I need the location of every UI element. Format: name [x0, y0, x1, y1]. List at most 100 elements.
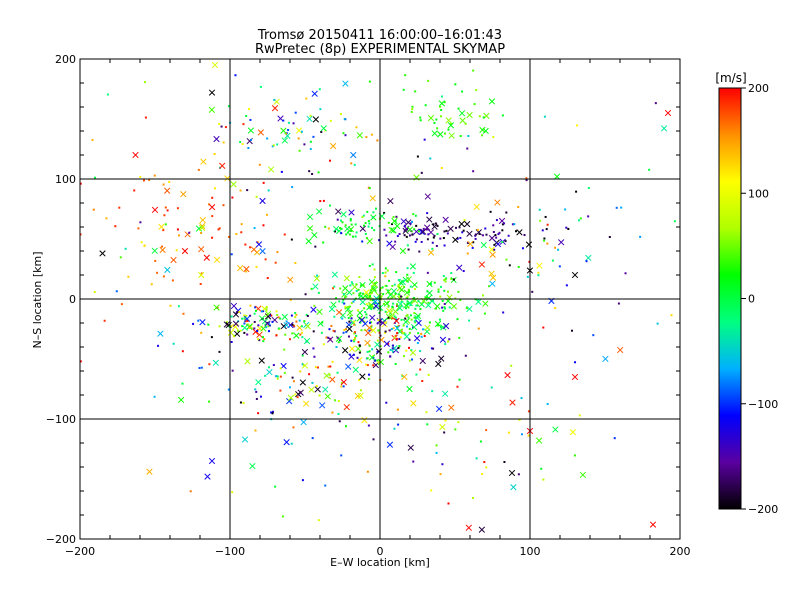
- data-point: [142, 179, 145, 182]
- data-point: [306, 314, 309, 317]
- data-point: [79, 360, 82, 363]
- data-point: [443, 306, 446, 309]
- data-point: [222, 204, 225, 207]
- data-point: [440, 326, 443, 329]
- data-point: [392, 302, 395, 305]
- data-point-cross: [458, 220, 465, 228]
- data-point: [351, 235, 354, 238]
- data-point: [425, 296, 428, 299]
- data-point-cross: [406, 226, 414, 233]
- data-point: [365, 316, 368, 319]
- data-point: [358, 351, 361, 354]
- data-point-cross: [199, 222, 206, 230]
- data-point: [419, 119, 422, 122]
- data-point: [368, 329, 371, 332]
- data-point-cross: [435, 360, 442, 368]
- data-point: [384, 330, 387, 333]
- data-point: [472, 497, 475, 500]
- data-point-cross: [579, 471, 587, 479]
- data-point: [348, 305, 351, 308]
- data-point: [353, 340, 356, 343]
- data-point: [463, 219, 466, 222]
- data-point-cross: [230, 302, 238, 310]
- data-point-cross: [208, 203, 216, 211]
- data-point: [381, 286, 384, 289]
- data-point: [284, 333, 287, 336]
- data-point: [413, 316, 416, 319]
- data-point: [340, 381, 343, 384]
- data-point-cross: [465, 524, 472, 531]
- data-point-cross: [452, 236, 459, 243]
- data-point: [244, 318, 247, 321]
- data-point-cross: [374, 341, 381, 348]
- data-point: [352, 300, 355, 303]
- data-point: [639, 235, 642, 238]
- data-point: [368, 350, 371, 353]
- data-point: [528, 260, 531, 263]
- data-point: [431, 241, 434, 244]
- data-point: [182, 312, 185, 315]
- data-point: [197, 168, 200, 171]
- data-point: [300, 130, 303, 133]
- data-point-cross: [411, 281, 418, 289]
- data-point-cross: [151, 247, 158, 254]
- data-point: [567, 227, 570, 230]
- data-point-cross: [247, 127, 255, 134]
- data-point: [240, 223, 243, 226]
- data-point: [376, 139, 379, 142]
- data-point-cross: [266, 368, 273, 376]
- data-point: [575, 190, 578, 193]
- data-point: [300, 325, 303, 328]
- data-point: [266, 277, 269, 280]
- data-point: [406, 295, 409, 298]
- data-point: [439, 285, 442, 288]
- data-point: [338, 420, 341, 423]
- data-point-cross: [357, 392, 364, 399]
- data-point: [485, 466, 488, 469]
- data-point: [441, 299, 444, 302]
- data-point: [348, 320, 351, 323]
- data-point: [301, 363, 304, 366]
- data-point-cross: [305, 238, 312, 245]
- data-point-cross: [146, 468, 153, 475]
- data-point: [459, 299, 462, 302]
- data-point-cross: [339, 312, 347, 319]
- data-point: [254, 306, 257, 309]
- data-point: [273, 98, 276, 101]
- data-point-cross: [427, 114, 435, 122]
- data-point: [474, 234, 477, 237]
- data-point: [493, 248, 496, 251]
- data-point: [268, 314, 271, 317]
- data-point: [615, 206, 618, 209]
- data-point: [211, 196, 214, 199]
- data-point: [124, 247, 127, 250]
- data-point: [239, 329, 242, 332]
- data-point-cross: [213, 256, 221, 263]
- data-point: [439, 295, 442, 298]
- data-point: [91, 138, 94, 141]
- data-point: [289, 298, 292, 301]
- data-point-cross: [363, 289, 370, 296]
- data-point: [410, 110, 413, 113]
- data-point: [447, 340, 450, 343]
- data-point-cross: [308, 386, 315, 393]
- data-point: [246, 189, 249, 192]
- data-point-cross: [649, 521, 657, 528]
- x-tick-label: 200: [670, 545, 691, 558]
- data-point: [378, 239, 381, 242]
- data-point-cross: [283, 321, 290, 329]
- data-point: [411, 105, 414, 108]
- data-point: [392, 350, 395, 353]
- data-point: [387, 305, 390, 308]
- data-point-cross: [230, 181, 237, 188]
- data-point-cross: [348, 353, 355, 360]
- data-point: [433, 121, 436, 124]
- data-point: [376, 339, 379, 342]
- data-point-cross: [426, 289, 433, 297]
- data-point: [303, 143, 306, 146]
- data-point: [253, 312, 256, 315]
- data-point: [541, 229, 544, 232]
- data-point: [343, 328, 346, 331]
- data-point: [540, 467, 543, 470]
- data-point: [389, 297, 392, 300]
